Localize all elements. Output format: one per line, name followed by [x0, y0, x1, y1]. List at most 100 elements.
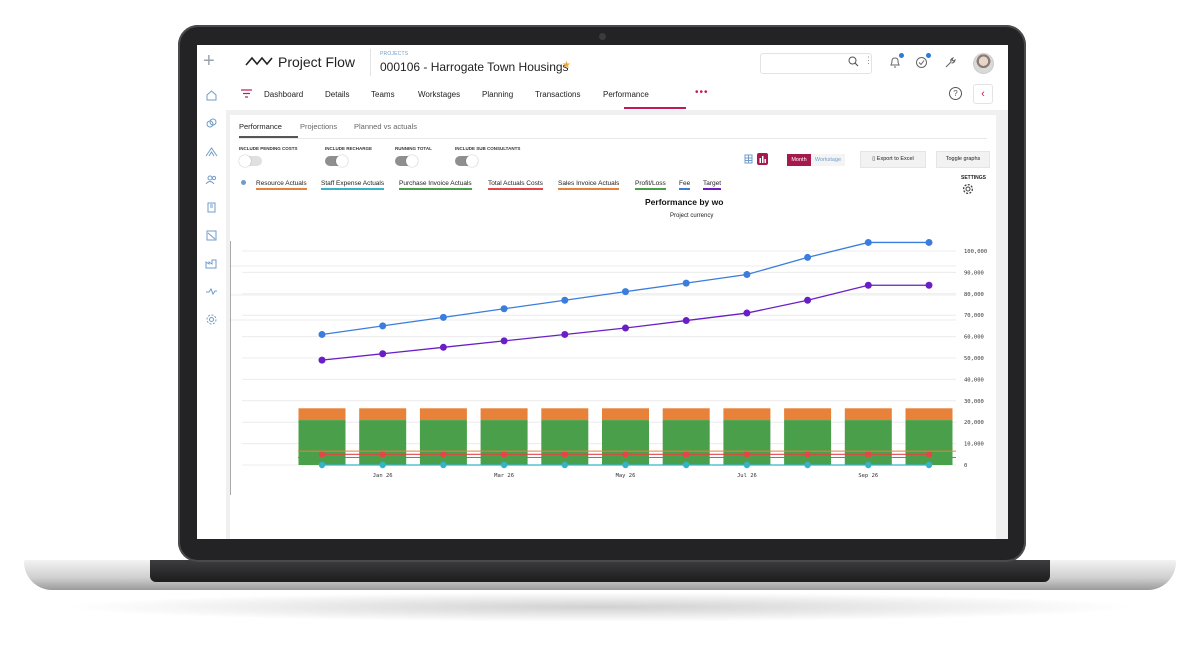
- point-fee: [379, 322, 387, 330]
- toggle-recharge[interactable]: [325, 155, 348, 167]
- toggle-graphs-button[interactable]: Toggle graphs: [936, 151, 990, 168]
- wrench-icon[interactable]: [944, 56, 957, 69]
- point-target: [500, 337, 508, 345]
- legend-item[interactable]: Fee: [679, 180, 691, 190]
- y-tick-label: 40,000: [964, 377, 984, 383]
- y-tick-label: 50,000: [964, 356, 984, 362]
- legend-item[interactable]: Total Actuals Costs: [488, 180, 543, 190]
- tab-planning[interactable]: Planning: [482, 90, 514, 99]
- legend-item[interactable]: Profit/Loss: [635, 180, 666, 190]
- tab-performance[interactable]: Performance: [603, 90, 649, 99]
- toggle-running-total[interactable]: [395, 155, 418, 167]
- search-input[interactable]: [760, 53, 872, 74]
- toggle-sub-consultants[interactable]: [455, 155, 478, 167]
- bar-purchase: [419, 420, 467, 465]
- bar-purchase: [905, 420, 953, 465]
- point-fee: [864, 238, 872, 246]
- search-icon[interactable]: [848, 56, 859, 67]
- avatar[interactable]: [973, 53, 994, 74]
- settings-label: SETTINGS: [961, 175, 987, 181]
- y-tick-label: 0: [964, 463, 967, 469]
- laptop-hinge: [150, 560, 1050, 582]
- breadcrumb[interactable]: PROJECTS: [380, 51, 409, 57]
- legend-item[interactable]: Purchase Invoice Actuals: [399, 180, 472, 190]
- divider: [239, 138, 987, 139]
- tab-details[interactable]: Details: [325, 90, 350, 99]
- toggle-label-sub-consultants: INCLUDE SUB CONSULTANTS: [455, 146, 521, 151]
- point-total-actuals: [683, 451, 690, 458]
- check-circle-icon[interactable]: [915, 56, 928, 69]
- active-subtab-indicator: [239, 136, 298, 138]
- table-view-icon[interactable]: [743, 153, 754, 165]
- collapse-button[interactable]: ‹: [973, 84, 993, 104]
- performance-panel: Performance Projections Planned vs actua…: [230, 115, 996, 539]
- toggle-pending-costs[interactable]: [239, 155, 262, 167]
- x-tick-label: May 26: [616, 473, 636, 479]
- subtab-projections[interactable]: Projections: [300, 122, 338, 131]
- star-icon[interactable]: ★: [562, 60, 571, 71]
- building-icon[interactable]: [205, 201, 218, 214]
- legend-item[interactable]: Sales Invoice Actuals: [558, 180, 620, 190]
- coins-icon[interactable]: [205, 117, 218, 130]
- page-title: 000106 - Harrogate Town Housings: [380, 60, 569, 74]
- month-toggle-button[interactable]: Month: [787, 154, 811, 166]
- y-tick-label: 60,000: [964, 335, 984, 341]
- point-staff-expense: [318, 461, 326, 469]
- search-options-icon[interactable]: ⋮: [864, 55, 873, 65]
- tab-teams[interactable]: Teams: [371, 90, 395, 99]
- people-network-icon[interactable]: [205, 145, 218, 158]
- bar-resource: [298, 408, 346, 421]
- bar-purchase: [298, 420, 346, 465]
- bar-purchase: [784, 420, 832, 465]
- tab-transactions[interactable]: Transactions: [535, 90, 581, 99]
- info-icon[interactable]: [241, 180, 246, 185]
- app-logo[interactable]: Project Flow: [278, 54, 356, 70]
- y-tick-label: 90,000: [964, 270, 984, 276]
- laptop-shadow: [60, 592, 1140, 622]
- export-excel-button[interactable]: ▯ Export to Excel: [860, 151, 926, 168]
- legend-item[interactable]: Target: [703, 180, 722, 190]
- factory-icon[interactable]: [205, 257, 218, 270]
- chart-box-icon[interactable]: [205, 229, 218, 242]
- bell-icon[interactable]: [889, 56, 901, 69]
- subtab-planned-vs-actuals[interactable]: Planned vs actuals: [354, 122, 417, 131]
- gear-icon[interactable]: [962, 183, 974, 195]
- x-tick-label: Sep 26: [858, 473, 878, 479]
- point-fee: [743, 271, 751, 279]
- point-fee: [318, 330, 326, 338]
- plus-icon[interactable]: +: [203, 50, 215, 72]
- filter-icon[interactable]: [241, 89, 252, 98]
- app-screen: + Project Flow PROJECTS 000106 - Harroga…: [197, 45, 1008, 539]
- point-target: [439, 343, 447, 351]
- help-icon[interactable]: ?: [949, 87, 962, 100]
- point-staff-expense: [622, 461, 629, 469]
- more-tabs-icon[interactable]: •••: [695, 87, 709, 98]
- home-icon[interactable]: [205, 89, 218, 102]
- bar-resource: [419, 408, 467, 421]
- point-target: [682, 317, 690, 325]
- bar-purchase: [662, 420, 710, 465]
- point-total-actuals: [561, 451, 568, 458]
- chart-view-icon[interactable]: [757, 153, 768, 165]
- legend-item[interactable]: Staff Expense Actuals: [321, 180, 385, 190]
- subtab-performance[interactable]: Performance: [239, 122, 282, 131]
- tab-workstages[interactable]: Workstages: [418, 90, 461, 99]
- active-tab-indicator: [624, 107, 686, 109]
- tab-dashboard[interactable]: Dashboard: [264, 90, 304, 99]
- legend-item[interactable]: Resource Actuals: [256, 180, 307, 190]
- point-target: [622, 324, 629, 332]
- activity-icon[interactable]: [205, 285, 218, 298]
- point-fee: [682, 279, 690, 287]
- point-total-actuals: [865, 451, 872, 458]
- workstage-toggle-button[interactable]: Workstage: [811, 154, 845, 166]
- point-staff-expense: [743, 461, 751, 469]
- settings-icon[interactable]: [205, 313, 218, 326]
- bar-purchase: [844, 420, 892, 465]
- bar-purchase: [359, 420, 407, 465]
- point-staff-expense: [500, 461, 508, 469]
- main-nav: Dashboard Details Teams Workstages Plann…: [226, 80, 1008, 111]
- point-total-actuals: [379, 451, 386, 458]
- users-icon[interactable]: [205, 173, 218, 186]
- notification-dot: [926, 53, 931, 58]
- logo-wave-icon: [245, 56, 273, 66]
